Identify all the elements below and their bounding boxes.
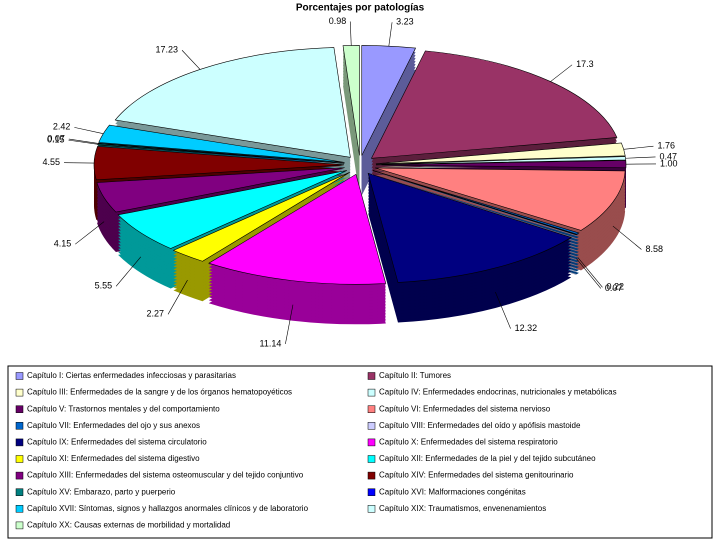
data-label: 3.23 bbox=[396, 17, 414, 27]
pie-slice bbox=[114, 47, 351, 158]
legend-label: Capítulo VII: Enfermedades del ojo y sus… bbox=[27, 421, 200, 430]
slice-side bbox=[373, 171, 577, 236]
legend-label: Capítulo I: Ciertas enfermedades infecci… bbox=[27, 371, 236, 380]
leader-line bbox=[285, 304, 294, 345]
legend-swatch bbox=[367, 471, 376, 480]
leader-line bbox=[68, 138, 99, 144]
leader-line bbox=[612, 225, 642, 250]
leader-line bbox=[623, 145, 654, 150]
legend-swatch bbox=[15, 455, 24, 463]
legend-label: Capítulo III: Enfermedades de la sangre … bbox=[27, 388, 292, 397]
chart-title: Porcentajes por patologías bbox=[296, 3, 425, 14]
data-label: 5.55 bbox=[95, 281, 113, 291]
pie-slice bbox=[208, 173, 387, 285]
data-label: 4.55 bbox=[43, 157, 61, 167]
pie-slice bbox=[93, 146, 345, 181]
leader-line bbox=[68, 139, 99, 145]
data-label: 4.15 bbox=[54, 239, 72, 249]
data-label: 8.58 bbox=[645, 244, 663, 254]
legend-swatch bbox=[367, 388, 376, 397]
leader-line bbox=[181, 50, 201, 70]
legend-label: Capítulo XIX: Traumatismos, envenenamien… bbox=[379, 504, 546, 513]
legend-swatch bbox=[15, 372, 24, 380]
legend-label: Capítulo VIII: Enfermedades del oído y a… bbox=[379, 421, 581, 430]
pie-slice bbox=[375, 160, 627, 169]
leader-line bbox=[74, 127, 104, 134]
leader-line bbox=[167, 279, 188, 315]
legend-swatch bbox=[15, 405, 24, 413]
legend-swatch bbox=[367, 505, 376, 513]
pie-slice bbox=[372, 170, 578, 236]
legend-swatch bbox=[15, 471, 24, 480]
legend-label: Capítulo XVI: Malformaciones congénitas bbox=[379, 487, 526, 496]
legend-label: Capítulo XVII: Síntomas, signos y hallaz… bbox=[27, 504, 309, 513]
legend-swatch bbox=[367, 455, 376, 463]
legend-label: Capítulo XI: Enfermedades del sistema di… bbox=[27, 454, 200, 463]
legend-label: Capítulo XX: Causas externas de morbilid… bbox=[27, 521, 230, 530]
legend-label: Capítulo XII: Enfermedades de la piel y … bbox=[379, 454, 596, 463]
legend-swatch bbox=[15, 521, 24, 530]
legend-label: Capítulo X: Enfermedades del sistema res… bbox=[379, 438, 558, 447]
legend-swatch bbox=[367, 372, 376, 380]
data-label: 11.14 bbox=[260, 338, 282, 348]
pie-slice bbox=[375, 167, 626, 231]
legend-swatch bbox=[15, 488, 24, 496]
slice-side bbox=[373, 174, 579, 239]
legend-swatch bbox=[367, 405, 376, 413]
legend-label: Capítulo XIII: Enfermedades del sistema … bbox=[27, 471, 304, 480]
legend-swatch bbox=[367, 438, 376, 447]
legend-swatch bbox=[367, 422, 376, 430]
leader-line bbox=[495, 291, 511, 329]
data-label: 17.3 bbox=[576, 59, 594, 69]
data-label: 0.15 bbox=[47, 134, 65, 144]
legend-label: Capítulo IX: Enfermedades del sistema ci… bbox=[27, 438, 207, 447]
leader-line bbox=[576, 258, 602, 289]
legend-label: Capítulo VI: Enfermedades del sistema ne… bbox=[379, 404, 551, 413]
pie-slice bbox=[367, 172, 572, 283]
data-label: 0.47 bbox=[660, 151, 678, 161]
leader-line bbox=[115, 256, 142, 287]
pie-slice bbox=[117, 170, 347, 249]
leader-line bbox=[625, 156, 656, 159]
data-label: 1.00 bbox=[660, 158, 678, 168]
legend-swatch bbox=[367, 488, 376, 496]
data-label: 0.07 bbox=[47, 133, 65, 143]
data-label: 12.32 bbox=[515, 323, 538, 333]
pie-slice bbox=[96, 167, 345, 213]
leader-line bbox=[550, 64, 573, 82]
legend-swatch bbox=[15, 422, 24, 430]
data-label: 0.98 bbox=[329, 16, 347, 26]
legend-box bbox=[7, 365, 713, 539]
legend-swatch bbox=[15, 505, 24, 513]
pie-slice bbox=[342, 45, 360, 156]
pie-slice bbox=[172, 172, 350, 262]
pie-slice bbox=[361, 45, 417, 156]
data-label: 2.42 bbox=[53, 122, 71, 132]
data-label: 0.22 bbox=[606, 282, 624, 292]
legend-swatch bbox=[15, 388, 24, 397]
legend-swatch bbox=[15, 438, 24, 447]
legend-label: Capítulo XIV: Enfermedades del sistema g… bbox=[379, 471, 574, 480]
data-label: 2.27 bbox=[147, 309, 165, 319]
data-label: 17.23 bbox=[156, 45, 179, 55]
data-label: 1.76 bbox=[657, 141, 675, 151]
pie-slice bbox=[375, 142, 626, 165]
pie-slice bbox=[370, 50, 618, 159]
legend-label: Capítulo II: Tumores bbox=[379, 371, 451, 380]
leader-line bbox=[75, 221, 105, 245]
legend-label: Capítulo IV: Enfermedades endocrinas, nu… bbox=[379, 388, 617, 397]
leader-line bbox=[388, 22, 393, 47]
legend-label: Capítulo V: Trastornos mentales y del co… bbox=[27, 404, 220, 413]
legend-label: Capítulo XV: Embarazo, parto y puerperio bbox=[27, 487, 176, 496]
leader-line bbox=[577, 257, 603, 288]
data-label: 0.07 bbox=[605, 283, 623, 293]
leader-line bbox=[349, 21, 352, 46]
